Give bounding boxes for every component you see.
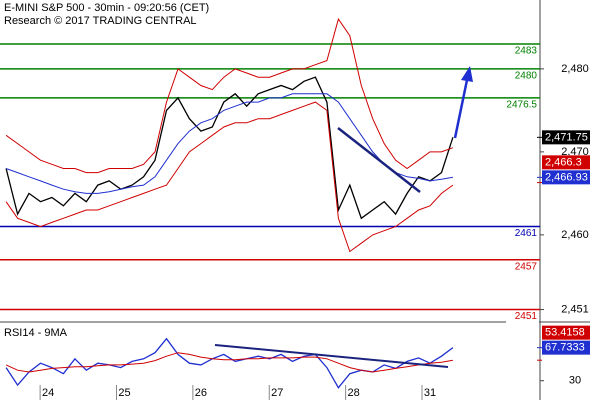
rsi-title: RSI14 - 9MA: [4, 327, 68, 339]
x-tick-label: 31: [424, 387, 436, 399]
price-tag-bg: [542, 170, 590, 185]
price-tag-bg: [542, 155, 590, 170]
level-label: 2461: [515, 228, 538, 239]
y-tick-label: 30: [569, 375, 581, 387]
trend-line: [337, 127, 421, 193]
price-tag-bg: [542, 325, 590, 340]
series-line: [5, 76, 454, 220]
price-tag-label: 2,471.75: [545, 131, 588, 143]
level-label-bg: [506, 98, 539, 111]
x-tick-label: 27: [271, 387, 283, 399]
chart-subtitle: Research © 2017 TRADING CENTRAL: [4, 15, 197, 27]
series-line: [5, 337, 454, 389]
level-label-bg: [506, 260, 539, 273]
series-line: [5, 17, 454, 174]
series-line: [5, 101, 454, 253]
level-label: 2476.5: [506, 100, 537, 111]
rsi-trend-line: [214, 344, 449, 368]
level-label: 2480: [515, 71, 538, 82]
level-label-bg: [506, 227, 539, 240]
y-tick-label: 2,470: [561, 146, 589, 158]
price-tag-label: 2,466.93: [545, 171, 588, 183]
price-tag-bg: [542, 130, 590, 145]
price-tag-label: 2,466.3: [545, 156, 582, 168]
price-tag-label: 53.4158: [545, 327, 585, 339]
level-label: 2483: [515, 46, 538, 57]
arrow-head: [461, 66, 473, 82]
level-label: 2451: [515, 311, 538, 322]
y-tick-label: 2,451: [561, 303, 589, 315]
price-tag-bg: [542, 340, 590, 355]
level-label: 2457: [515, 261, 538, 272]
y-tick-label: 2,460: [561, 229, 589, 241]
level-label-bg: [506, 44, 539, 57]
forecast-arrow: [453, 79, 469, 139]
level-label-bg: [506, 69, 539, 82]
chart-title: E-MINI S&P 500 - 30min - 09:20:56 (CET): [4, 2, 209, 14]
x-tick-label: 28: [348, 387, 360, 399]
level-label-bg: [506, 310, 539, 323]
price-tag-label: 67.7333: [545, 342, 585, 354]
x-tick-label: 25: [118, 387, 130, 399]
y-tick-label: 2,480: [561, 63, 589, 75]
series-line: [5, 352, 453, 373]
x-tick-label: 24: [42, 387, 54, 399]
x-tick-label: 26: [195, 387, 207, 399]
